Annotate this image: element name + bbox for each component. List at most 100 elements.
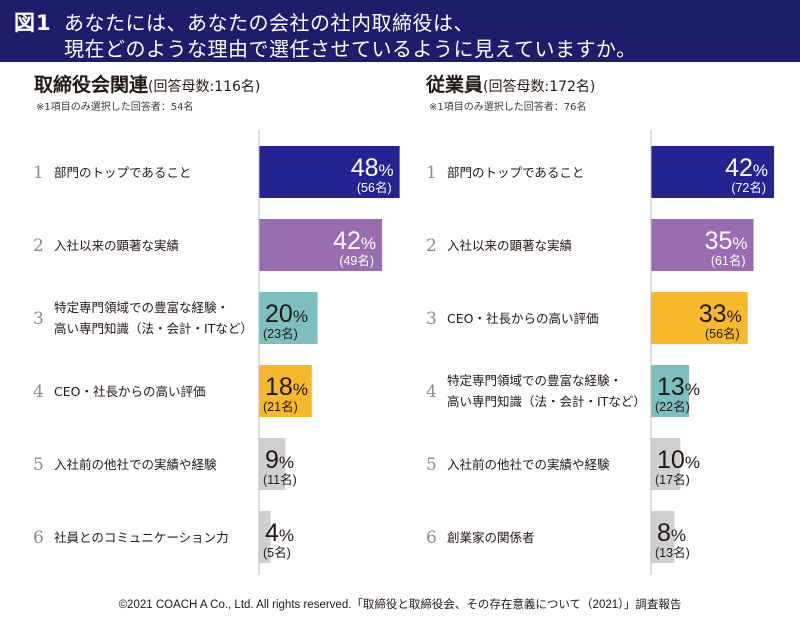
- percent-sign: %: [279, 453, 294, 472]
- bar: [651, 219, 754, 271]
- value-number: 20: [265, 300, 293, 328]
- percent-sign: %: [293, 380, 308, 399]
- percent-sign: %: [279, 526, 294, 545]
- category-label: 社員とのコミュニケーション力: [54, 530, 229, 545]
- category-label: 部門のトップであること: [54, 165, 191, 180]
- count-label: (23名): [263, 326, 298, 341]
- count-label: (17名): [655, 472, 690, 487]
- category-label: CEO・社長からの高い評価: [447, 311, 598, 326]
- value-label: 35%: [705, 227, 748, 255]
- count-label: (21名): [263, 399, 298, 414]
- count-label: (61名): [711, 253, 746, 268]
- value-number: 18: [265, 373, 293, 401]
- figure-label: 図1: [14, 11, 52, 35]
- count-label: (56名): [357, 180, 392, 195]
- value-label: 4%: [265, 519, 294, 547]
- rank-number: 2: [33, 236, 44, 256]
- category-label: 高い専門知識（法・会計・ITなど）: [447, 394, 646, 409]
- bar: [259, 146, 400, 198]
- bar-chart-board-related: 1 部門のトップであること 48%(56名)2 入社以来の顕著な実績 42%(49名)3…: [33, 130, 400, 575]
- panel-note: ※1項目のみ選択した回答者：54名: [36, 102, 194, 113]
- percent-sign: %: [732, 234, 747, 253]
- panel-title: 取締役会関連(回答母数:116名): [34, 70, 260, 97]
- category-label: 入社以来の顕著な実績: [447, 238, 572, 253]
- count-label: (56名): [705, 326, 740, 341]
- panel-title-text: 取締役会関連: [34, 74, 149, 96]
- panel-title-text: 従業員: [426, 74, 484, 96]
- category-label: 入社以来の顕著な実績: [54, 238, 179, 253]
- category-label: 入社前の他社での実績や経験: [54, 457, 217, 472]
- chart-title-line-2: 現在どのような理由で選任させているように見えていますか。: [64, 37, 637, 61]
- percent-sign: %: [671, 526, 686, 545]
- percent-sign: %: [361, 234, 376, 253]
- chart-title-line-1: あなたには、あなたの会社の社内取締役は、: [64, 11, 474, 35]
- value-number: 10: [657, 446, 685, 474]
- percent-sign: %: [685, 453, 700, 472]
- bar: [259, 292, 318, 344]
- value-label: 48%: [351, 154, 394, 182]
- percent-sign: %: [685, 380, 700, 399]
- rank-number: 2: [426, 236, 437, 256]
- value-label: 42%: [725, 154, 768, 182]
- bar: [651, 365, 690, 417]
- category-label: 創業家の関係者: [447, 530, 535, 545]
- category-label: 入社前の他社での実績や経験: [447, 457, 610, 472]
- value-label: 10%: [657, 446, 700, 474]
- value-number: 33: [699, 300, 727, 328]
- bar: [259, 219, 383, 271]
- value-number: 9: [265, 446, 279, 474]
- percent-sign: %: [727, 307, 742, 326]
- bar: [259, 438, 286, 490]
- value-number: 4: [265, 519, 279, 547]
- bar-chart-employees: 1 部門のトップであること 42%(72名)2 入社以来の顕著な実績 35%(61名)3…: [426, 130, 775, 575]
- category-label: 特定専門領域での豊富な経験・: [447, 373, 622, 388]
- category-label: 特定専門領域での豊富な経験・: [54, 300, 229, 315]
- panel-title: 従業員(回答母数:172名): [426, 70, 595, 97]
- value-label: 8%: [657, 519, 686, 547]
- bar: [259, 365, 312, 417]
- value-label: 42%: [333, 227, 376, 255]
- rank-number: 3: [33, 309, 44, 329]
- count-label: (5名): [263, 545, 291, 560]
- count-label: (22名): [655, 399, 690, 414]
- count-label: (49名): [339, 253, 374, 268]
- rank-number: 4: [33, 382, 44, 402]
- value-number: 42: [333, 227, 361, 255]
- panel-base-count: (回答母数:116名): [148, 79, 261, 95]
- category-label: CEO・社長からの高い評価: [54, 384, 205, 399]
- rank-number: 1: [33, 163, 44, 183]
- rank-number: 1: [426, 163, 437, 183]
- value-number: 13: [657, 373, 685, 401]
- count-label: (11名): [263, 472, 297, 487]
- value-label: 9%: [265, 446, 294, 474]
- panel-board-related: 取締役会関連(回答母数:116名) ※1項目のみ選択した回答者：54名 1 部門の…: [0, 62, 400, 582]
- value-number: 35: [705, 227, 733, 255]
- bar: [259, 511, 271, 563]
- rank-number: 5: [426, 455, 437, 475]
- bar: [651, 438, 681, 490]
- rank-number: 3: [426, 309, 437, 329]
- rank-number: 4: [426, 382, 437, 402]
- bar: [651, 146, 775, 198]
- panel-note: ※1項目のみ選択した回答者：76名: [429, 102, 587, 113]
- percent-sign: %: [379, 161, 394, 180]
- count-label: (13名): [655, 545, 690, 560]
- copyright-footer: ©2021 COACH A Co., Ltd. All rights reser…: [118, 599, 682, 611]
- value-label: 20%: [265, 300, 308, 328]
- bar: [651, 511, 675, 563]
- count-label: (72名): [731, 180, 766, 195]
- category-label: 部門のトップであること: [447, 165, 584, 180]
- percent-sign: %: [293, 307, 308, 326]
- value-label: 18%: [265, 373, 308, 401]
- bar: [651, 292, 748, 344]
- value-label: 13%: [657, 373, 700, 401]
- title-band: 図1 あなたには、あなたの会社の社内取締役は、 現在どのような理由で選任させてい…: [0, 0, 800, 62]
- rank-number: 5: [33, 455, 44, 475]
- category-label: 高い専門知識（法・会計・ITなど）: [54, 321, 253, 336]
- value-number: 42: [725, 154, 753, 182]
- percent-sign: %: [753, 161, 768, 180]
- value-number: 8: [657, 519, 671, 547]
- panel-base-count: (回答母数:172名): [483, 79, 596, 95]
- rank-number: 6: [426, 528, 437, 548]
- value-label: 33%: [699, 300, 742, 328]
